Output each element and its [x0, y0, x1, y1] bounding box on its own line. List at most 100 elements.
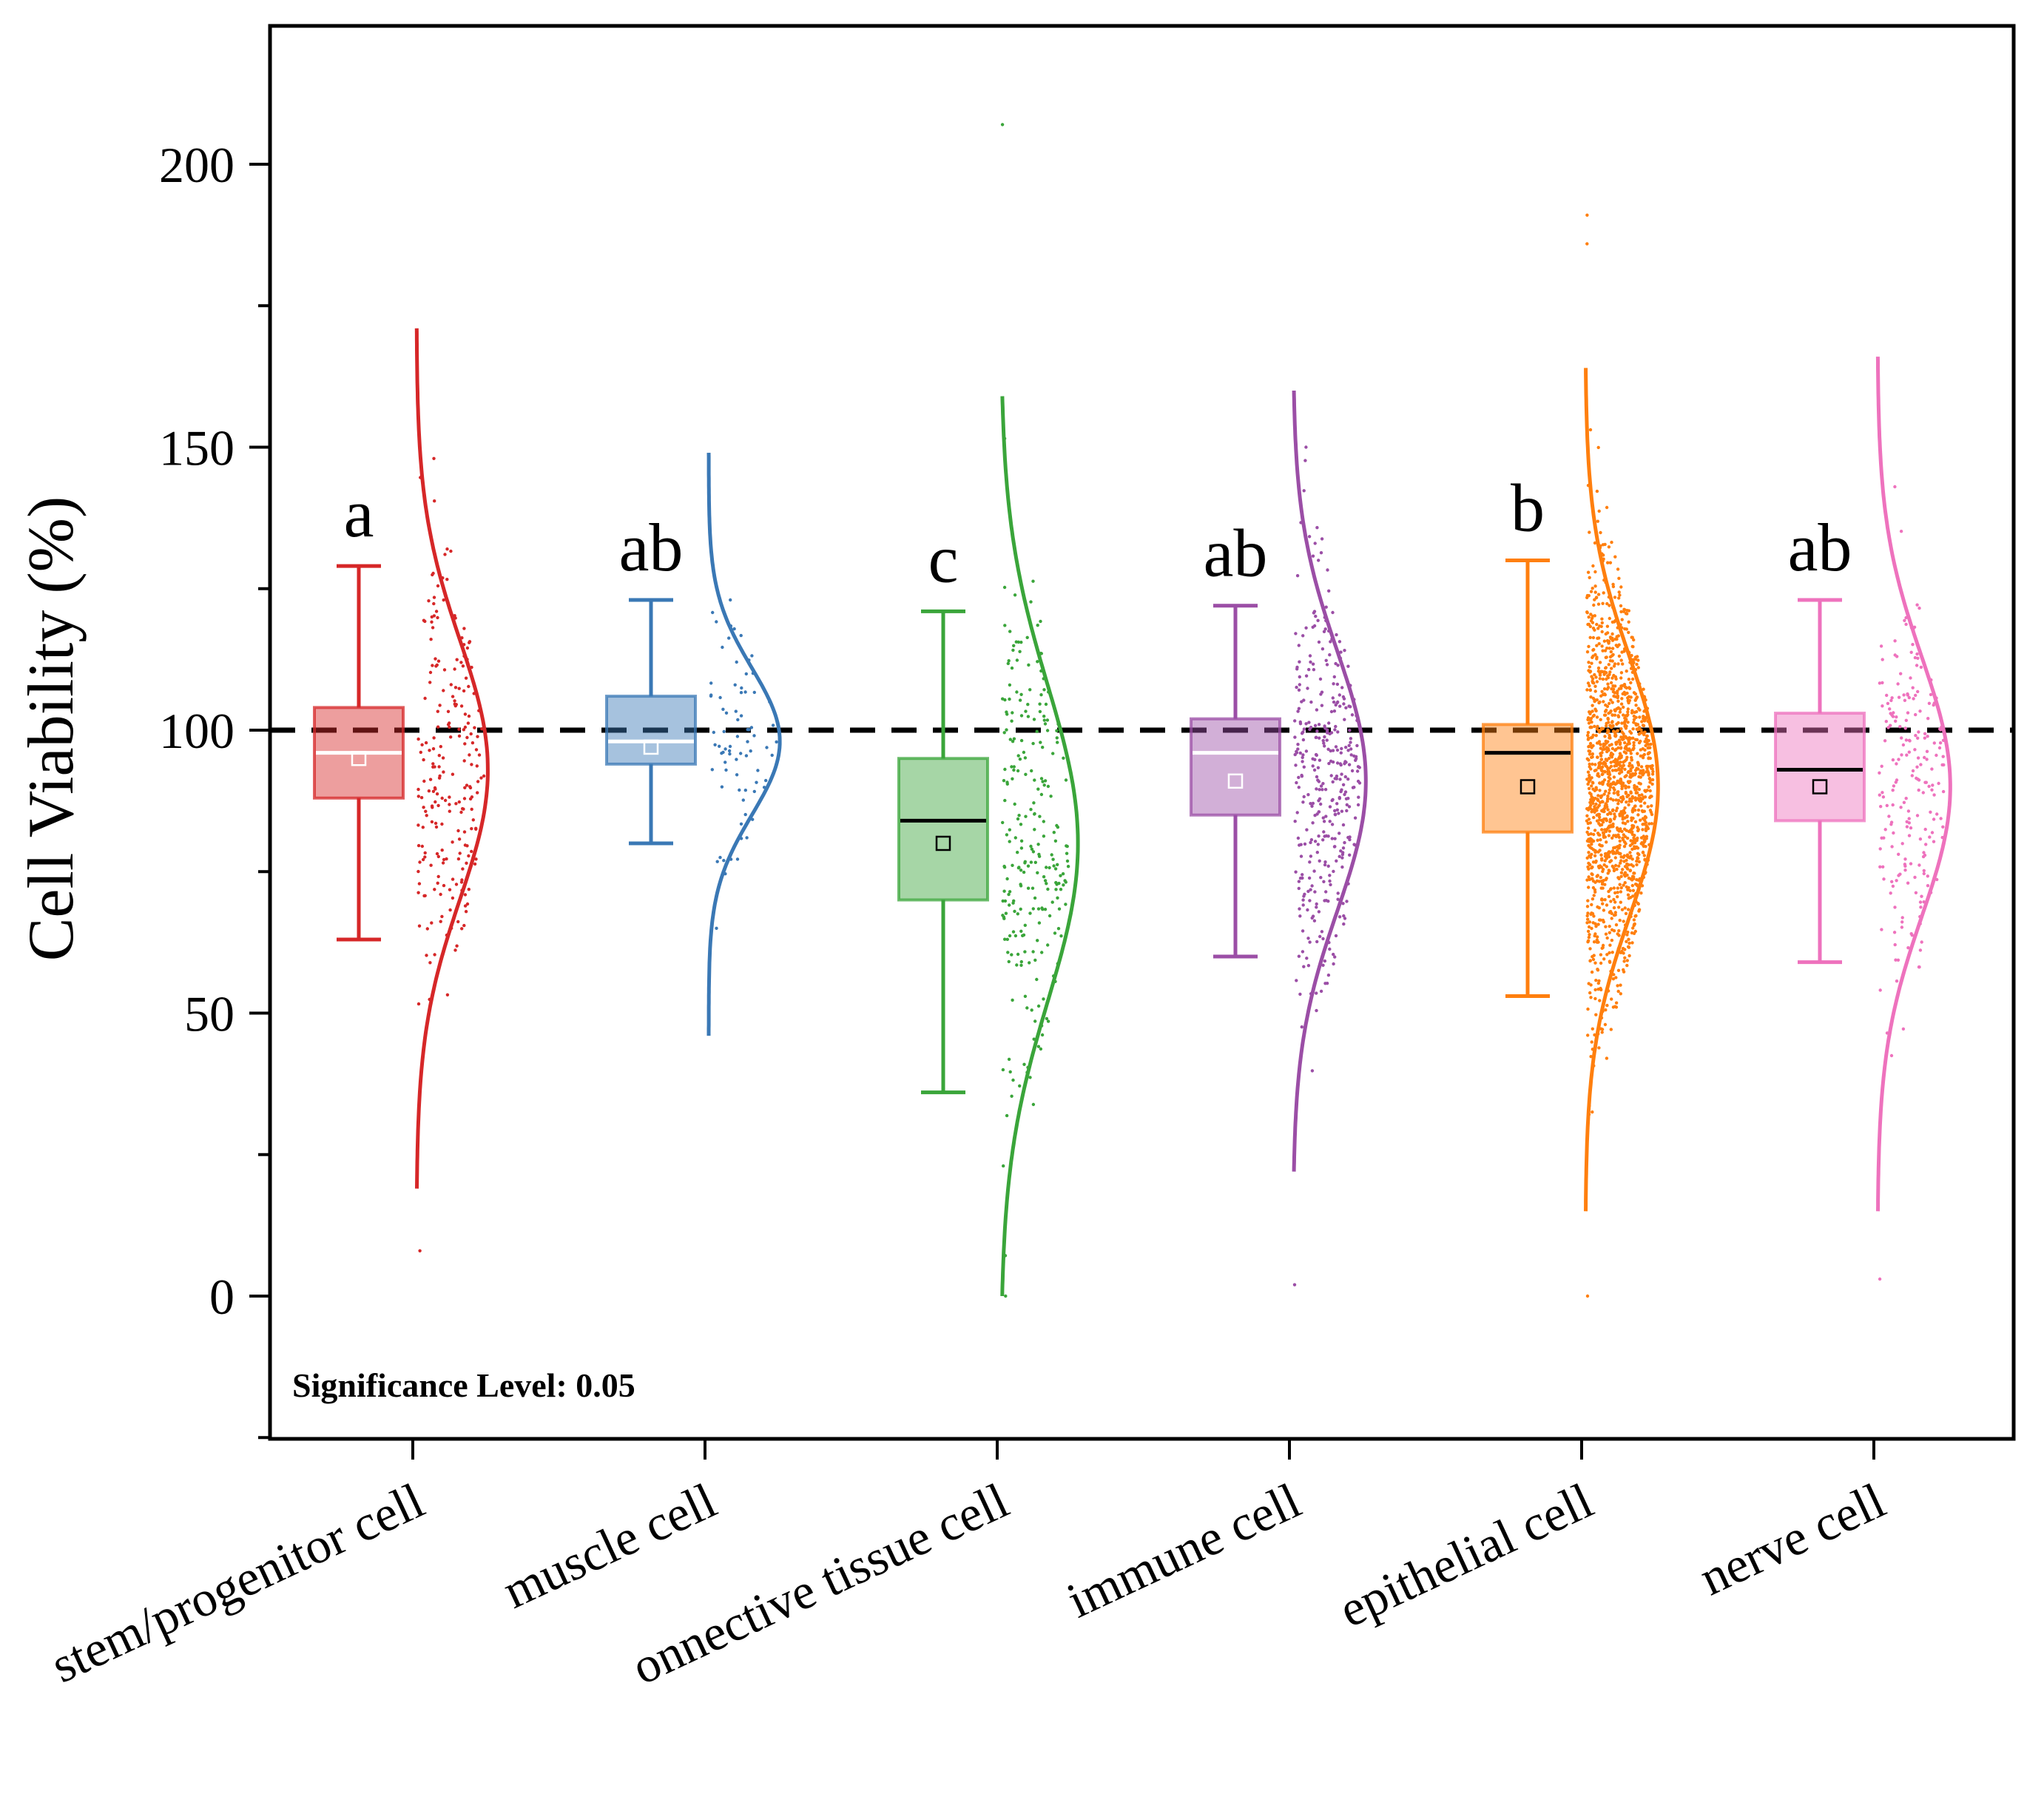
data-point [1005, 833, 1009, 837]
data-point [1610, 951, 1614, 954]
data-point [1609, 900, 1613, 903]
data-point [1011, 740, 1015, 743]
data-point [1630, 644, 1634, 649]
data-point [1320, 647, 1325, 651]
data-point [439, 892, 442, 897]
data-point [1304, 674, 1309, 678]
data-point [1591, 587, 1594, 590]
data-point [1593, 598, 1596, 601]
data-point [416, 795, 420, 798]
data-point [1903, 868, 1907, 872]
data-point [1593, 570, 1597, 574]
data-point [1036, 907, 1041, 911]
data-point [1623, 811, 1627, 814]
data-point [461, 664, 465, 668]
data-point [1614, 809, 1618, 813]
data-point [1310, 916, 1314, 920]
data-point [739, 837, 743, 840]
data-point [441, 756, 445, 760]
data-point [1621, 784, 1625, 788]
data-point [455, 944, 459, 948]
data-point [1628, 749, 1633, 752]
data-point [1631, 747, 1635, 751]
data-point [1586, 782, 1590, 786]
data-point [1607, 894, 1611, 899]
data-point [1620, 786, 1624, 791]
data-point [463, 742, 467, 746]
data-point [1349, 747, 1353, 751]
data-point [1622, 883, 1625, 887]
data-point [1637, 860, 1641, 864]
data-point [1900, 925, 1904, 929]
data-point [1623, 871, 1628, 874]
data-point [1642, 687, 1645, 691]
data-point [480, 727, 484, 731]
data-point [1636, 752, 1639, 755]
data-point [1042, 718, 1047, 722]
data-point [1649, 742, 1653, 746]
data-point [1610, 743, 1613, 746]
data-point [1910, 774, 1914, 777]
data-point [1335, 761, 1340, 765]
data-point [1041, 746, 1045, 749]
data-point [1613, 788, 1616, 792]
data-point [1599, 726, 1604, 730]
data-point [1334, 724, 1338, 729]
data-point [1050, 900, 1054, 904]
data-point [1005, 1113, 1009, 1118]
data-point [752, 789, 756, 794]
data-point [1326, 834, 1330, 838]
data-point [1887, 814, 1891, 818]
data-point [1593, 584, 1597, 588]
data-point [1295, 979, 1298, 982]
data-point [1636, 763, 1641, 767]
data-point [460, 636, 464, 640]
data-point [1630, 758, 1633, 762]
data-point [1637, 853, 1641, 857]
data-point [457, 837, 462, 841]
data-point [416, 869, 420, 874]
data-point [1336, 891, 1340, 895]
data-point [1324, 605, 1328, 609]
data-point [1626, 893, 1630, 897]
data-point [740, 686, 743, 690]
data-point [1593, 854, 1597, 858]
data-point [1309, 888, 1312, 891]
data-point [1585, 914, 1589, 918]
data-point [1045, 866, 1048, 869]
data-point [1648, 746, 1652, 749]
data-point [1628, 800, 1631, 803]
data-point [416, 1002, 421, 1006]
data-point [1626, 696, 1630, 700]
data-point [1588, 933, 1591, 937]
data-point [1334, 934, 1338, 938]
data-point [1606, 728, 1610, 732]
data-point [1609, 1028, 1613, 1031]
data-point [1597, 1046, 1601, 1050]
data-point [1012, 737, 1016, 741]
data-point [1600, 897, 1604, 901]
data-point [1591, 627, 1596, 630]
data-point [482, 774, 486, 778]
data-point [1635, 791, 1639, 795]
data-point [1617, 590, 1621, 594]
data-point [1922, 871, 1926, 876]
data-point [1032, 801, 1036, 805]
data-point [1605, 505, 1609, 510]
data-point [1059, 874, 1062, 877]
data-point [422, 779, 426, 783]
data-point [1604, 581, 1608, 584]
data-point [1610, 647, 1615, 650]
data-point [1590, 675, 1593, 678]
data-point [1627, 620, 1630, 624]
data-point [1588, 920, 1592, 924]
data-point [1349, 684, 1352, 687]
data-point [438, 774, 442, 778]
data-point [1315, 787, 1318, 791]
data-point [1616, 567, 1620, 571]
data-point [1906, 809, 1911, 813]
data-point [734, 709, 738, 713]
data-point [448, 888, 452, 891]
data-point [1606, 812, 1610, 817]
data-point [1059, 888, 1063, 891]
